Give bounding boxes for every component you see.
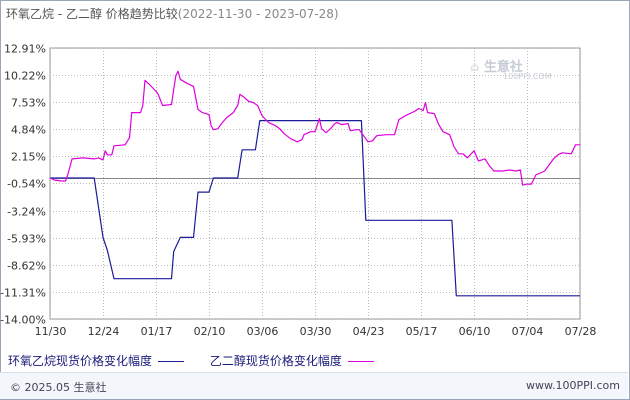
x-tick-label: 04/23 (353, 325, 385, 338)
x-tick-label: 07/04 (512, 325, 544, 338)
legend-label-series1: 环氧乙烷现货价格变化幅度 (8, 354, 153, 368)
watermark-logo: ⌂ 生意社 (470, 56, 523, 75)
chart-legend: 环氧乙烷现货价格变化幅度 乙二醇现货价格变化幅度 (8, 352, 396, 369)
legend-label-series2: 乙二醇现货价格变化幅度 (209, 354, 342, 368)
y-tick-label: -8.62% (7, 260, 46, 273)
y-tick-label: 2.15% (11, 151, 46, 164)
y-tick-label: 4.84% (11, 124, 46, 137)
x-tick-label: 11/30 (35, 325, 67, 338)
x-tick-label: 12/24 (88, 325, 120, 338)
x-tick-label: 03/30 (300, 325, 332, 338)
x-tick-label: 07/28 (565, 325, 597, 338)
y-tick-label: 12.91% (4, 43, 46, 56)
y-tick-label: -3.24% (7, 206, 46, 219)
chart-title-text: 环氧乙烷 - 乙二醇 价格趋势比较 (6, 7, 178, 21)
legend-item-series2: 乙二醇现货价格变化幅度 (210, 352, 374, 369)
y-tick-label: 10.22% (4, 70, 46, 83)
x-tick-label: 05/17 (406, 325, 438, 338)
y-tick-label: -0.54% (7, 178, 46, 191)
y-tick-label: 7.53% (11, 97, 46, 110)
legend-swatch-series1 (158, 361, 185, 362)
footer-site-link[interactable]: www.100PPI.com (526, 379, 620, 392)
y-tick-label: -5.93% (7, 233, 46, 246)
y-tick-label: -14.00% (0, 314, 46, 327)
watermark-url: 100PPI.COM (503, 72, 552, 81)
footer-copyright: © 2025.05 生意社 (10, 381, 107, 394)
watermark-house-icon: ⌂ (470, 60, 484, 75)
footer-bar: © 2025.05 生意社 www.100PPI.com (0, 372, 628, 399)
chart-date-range: (2022-11-30 - 2023-07-28) (177, 7, 339, 21)
legend-swatch-series2 (347, 361, 374, 362)
series-line-1 (50, 119, 580, 297)
x-tick-label: 06/10 (459, 325, 491, 338)
legend-item-series1: 环氧乙烷现货价格变化幅度 (8, 352, 185, 369)
x-tick-label: 02/10 (194, 325, 226, 338)
chart-title: 环氧乙烷 - 乙二醇 价格趋势比较(2022-11-30 - 2023-07-2… (6, 5, 339, 22)
watermark-logo-text: 生意社 (483, 60, 523, 75)
x-tick-label: 01/17 (141, 325, 173, 338)
x-tick-label: 03/06 (247, 325, 279, 338)
series-line-2 (49, 70, 580, 186)
y-tick-label: -11.31% (0, 287, 46, 300)
